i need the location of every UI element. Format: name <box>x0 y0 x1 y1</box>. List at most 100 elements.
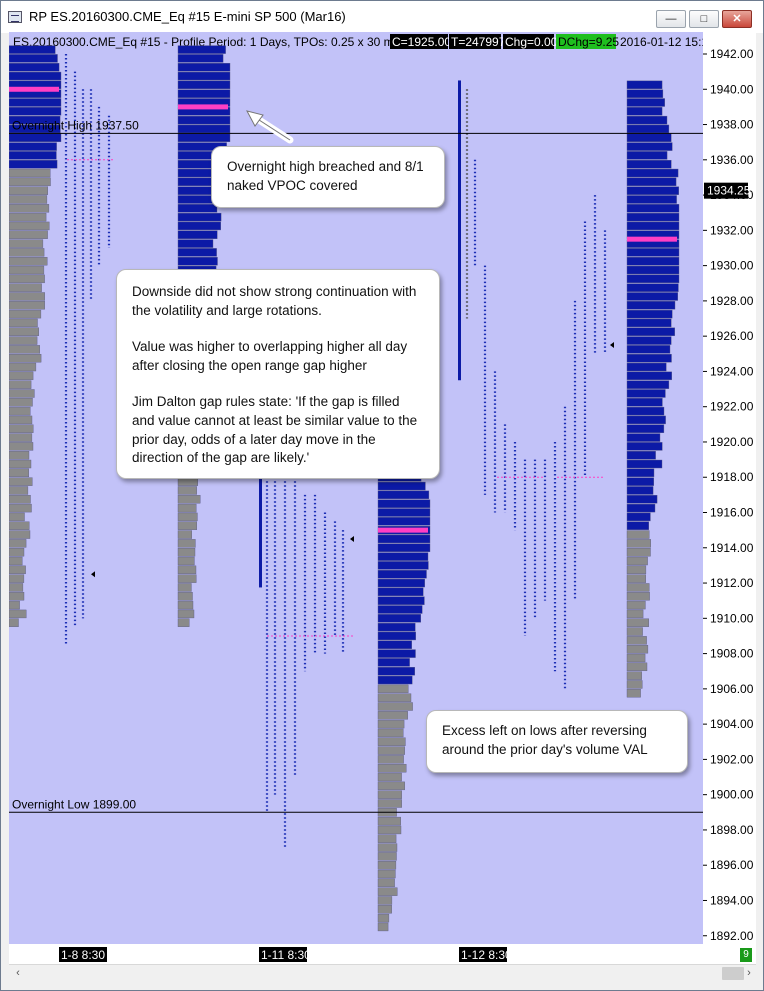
callout-excess-lows-text: Excess left on lows after reversing arou… <box>442 723 648 757</box>
profile-bar <box>8 424 34 433</box>
price-axis[interactable]: 1942.001940.001938.001936.001934.001932.… <box>703 32 756 944</box>
profile-bar <box>377 693 412 702</box>
profile-bar <box>8 442 34 451</box>
y-tick-label: 1932.00 <box>710 223 754 237</box>
profile-bar <box>377 667 415 676</box>
profile-bar <box>8 618 19 627</box>
profile-bar <box>626 609 644 619</box>
close-button[interactable]: ✕ <box>722 10 752 28</box>
time-axis-background <box>9 944 703 964</box>
profile-bar <box>626 257 680 266</box>
profile-bar <box>8 133 62 142</box>
price-axis-background <box>703 32 756 944</box>
profile-bar <box>177 71 231 81</box>
callout-analysis-text-3: Jim Dalton gap rules state: 'If the gap … <box>132 394 418 466</box>
time-axis[interactable]: 1-8 8:30 1-11 8:30 1-12 8:30 <box>9 944 703 964</box>
y-tick-label: 1900.00 <box>710 788 754 802</box>
profile-bar <box>377 508 431 517</box>
profile-bar <box>8 503 32 513</box>
profile-bar <box>626 398 663 407</box>
profile-bar <box>177 45 226 54</box>
profile-bar <box>8 63 60 72</box>
profile-bar <box>8 600 20 610</box>
profile-bar <box>377 728 404 738</box>
profile-bar <box>626 168 679 178</box>
profile-bar <box>8 495 31 504</box>
profile-bar <box>8 609 27 619</box>
profile-bar <box>626 265 680 275</box>
minimize-button[interactable]: — <box>656 10 686 28</box>
y-tick-label: 1904.00 <box>710 717 754 731</box>
volume-profile-1-8 <box>8 45 62 627</box>
profile-bar <box>377 534 431 544</box>
current-price-label: 1934.25 <box>707 184 751 198</box>
profile-bar <box>177 539 196 548</box>
corner-badge[interactable]: 9 <box>740 948 752 962</box>
profile-bar <box>177 583 192 592</box>
maximize-button[interactable]: □ <box>689 10 719 28</box>
y-tick-label: 1896.00 <box>710 858 754 872</box>
profile-bar <box>8 345 40 354</box>
horizontal-scrollbar[interactable]: ‹ › <box>9 964 756 982</box>
profile-bar <box>626 671 642 680</box>
profile-bar <box>8 556 23 566</box>
callout-excess-lows: Excess left on lows after reversing arou… <box>426 710 688 773</box>
scroll-thumb[interactable] <box>722 967 744 980</box>
profile-bar <box>377 711 408 720</box>
header-close: C=1925.00 <box>392 35 451 49</box>
profile-bar <box>626 477 654 486</box>
profile-bar <box>626 565 647 575</box>
profile-bar <box>626 142 673 151</box>
profile-bar <box>626 600 646 610</box>
profile-bar <box>8 477 33 486</box>
profile-bar <box>626 592 650 601</box>
header-datetime: 2016-01-12 15:14 <box>620 35 703 49</box>
profile-bar <box>8 336 38 345</box>
profile-bar <box>8 301 45 310</box>
profile-bar <box>177 63 231 72</box>
callout-analysis: Downside did not show strong continuatio… <box>116 269 440 479</box>
price-axis-svg: 1942.001940.001938.001936.001934.001932.… <box>703 32 756 944</box>
profile-bar <box>626 503 656 513</box>
profile-bar <box>626 309 673 319</box>
y-tick-label: 1906.00 <box>710 682 754 696</box>
profile-bar <box>377 684 409 694</box>
profile-bar <box>626 644 649 654</box>
profile-bar <box>8 406 31 416</box>
profile-bar <box>377 772 402 782</box>
scroll-left-icon[interactable]: ‹ <box>16 967 20 979</box>
profile-bar <box>8 54 58 63</box>
poc-line-1-11b <box>378 527 428 533</box>
profile-bar <box>626 689 641 698</box>
volume-profile-1-12 <box>626 80 680 698</box>
callout-overnight-high-text: Overnight high breached and 8/1 naked VP… <box>227 159 424 193</box>
profile-bar <box>377 649 416 658</box>
profile-bar <box>377 517 431 526</box>
profile-bar <box>177 257 218 266</box>
callout-analysis-text-2: Value was higher to overlapping higher a… <box>132 339 408 373</box>
profile-chart-svg[interactable]: ES.20160300.CME_Eq #15 - Profile Period:… <box>8 32 715 944</box>
y-tick-label: 1942.00 <box>710 47 754 61</box>
profile-bar <box>626 107 663 116</box>
profile-bar <box>377 587 424 597</box>
profile-bar <box>626 354 672 363</box>
profile-bar <box>377 799 402 808</box>
single-print-marker <box>91 571 95 578</box>
callout-overnight-high: Overnight high breached and 8/1 naked VP… <box>211 146 445 208</box>
title-bar[interactable]: RP ES.20160300.CME_Eq #15 E-mini SP 500 … <box>1 1 763 33</box>
chart-app-icon <box>8 11 22 23</box>
y-tick-label: 1924.00 <box>710 364 754 378</box>
profile-bar <box>377 570 427 579</box>
y-tick-label: 1898.00 <box>710 823 754 837</box>
profile-bar <box>8 115 61 125</box>
scroll-right-icon[interactable]: › <box>747 967 751 979</box>
profile-bar <box>8 160 58 169</box>
y-tick-label: 1912.00 <box>710 576 754 590</box>
profile-bar <box>8 380 32 389</box>
profile-bar <box>177 204 218 213</box>
profile-bar <box>177 521 197 530</box>
y-tick-label: 1908.00 <box>710 647 754 661</box>
profile-bar <box>377 896 393 905</box>
profile-bar <box>626 274 680 284</box>
profile-chart[interactable]: ES.20160300.CME_Eq #15 - Profile Period:… <box>8 32 715 944</box>
